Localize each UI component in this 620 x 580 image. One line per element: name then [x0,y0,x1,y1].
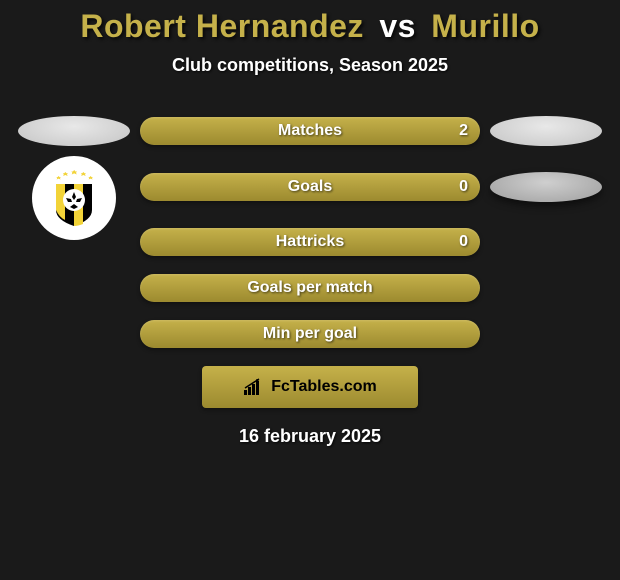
spacer [490,274,602,302]
date-label: 16 february 2025 [0,426,620,447]
branding-text: FcTables.com [271,378,377,396]
page-title: Robert Hernandez vs Murillo [0,8,620,45]
stat-bar-hattricks: Hattricks 0 [140,228,480,256]
spacer [18,320,130,348]
stat-row: Matches 2 [0,116,620,146]
player1-oval [18,116,130,146]
vs-separator: vs [379,8,416,44]
shield-icon [44,168,104,228]
comparison-panel: Robert Hernandez vs Murillo Club competi… [0,0,620,447]
stat-label: Goals [288,178,332,196]
stat-label: Matches [278,122,342,140]
stat-bar-matches: Matches 2 [140,117,480,145]
player2-oval-shadow [490,172,602,202]
player2-name: Murillo [431,8,539,44]
branding-badge: FcTables.com [202,366,418,408]
stat-label: Hattricks [276,233,344,251]
player1-name: Robert Hernandez [80,8,364,44]
spacer [490,320,602,348]
player1-crest-wrap [18,164,130,210]
stat-bar-goals: Goals 0 [140,173,480,201]
stat-value-player1: 2 [459,122,468,140]
spacer [18,274,130,302]
stat-value-player1: 0 [459,233,468,251]
subtitle: Club competitions, Season 2025 [0,55,620,76]
stat-bar-gpm: Goals per match [140,274,480,302]
bars-icon [243,378,265,396]
player2-oval [490,116,602,146]
club-crest [32,156,116,240]
stat-row: Min per goal [0,320,620,348]
stat-bar-mpg: Min per goal [140,320,480,348]
spacer [490,228,602,256]
stat-value-player1: 0 [459,178,468,196]
stat-label: Goals per match [247,279,372,297]
stat-label: Min per goal [263,325,357,343]
stat-row: Goals 0 [0,164,620,210]
stat-row: Goals per match [0,274,620,302]
